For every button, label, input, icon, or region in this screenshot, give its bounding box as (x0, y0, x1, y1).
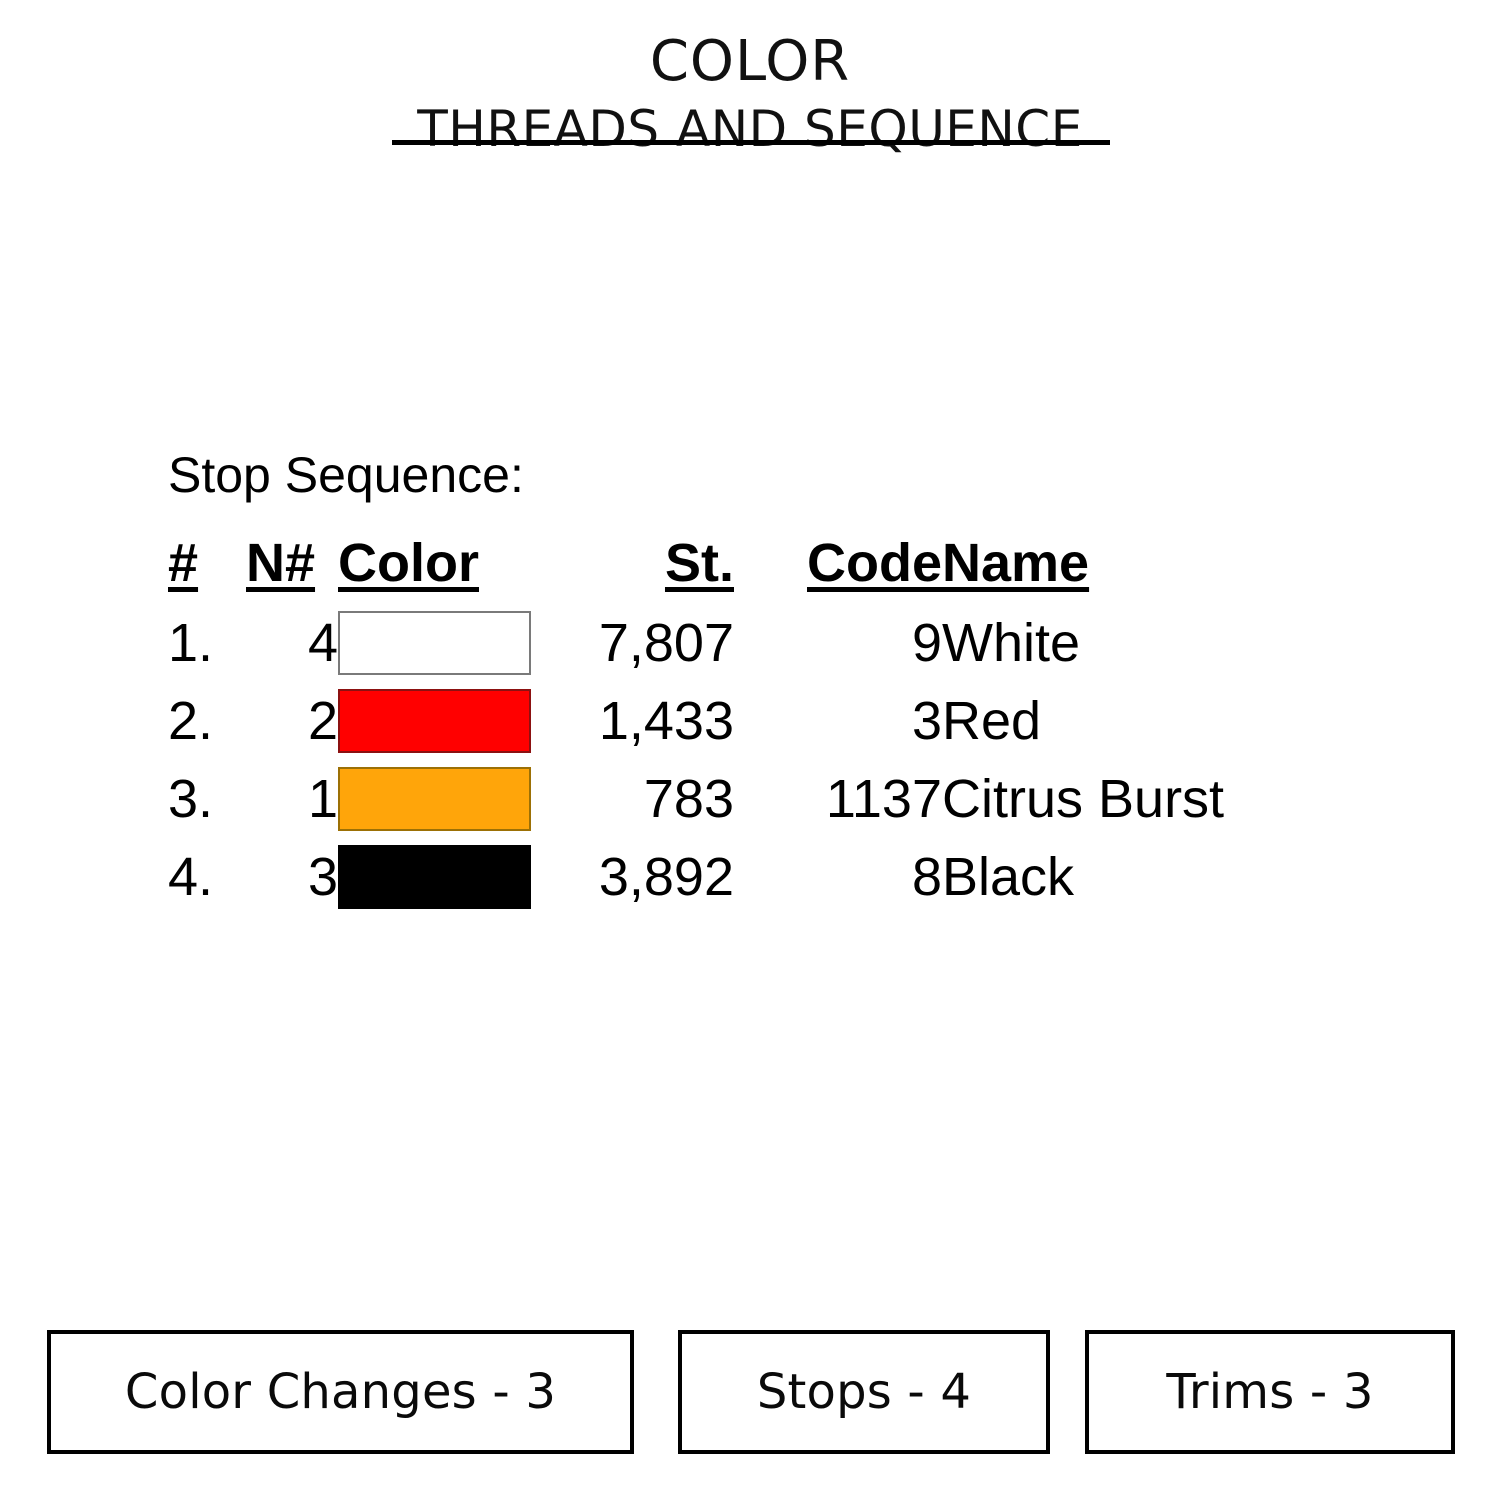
row-stitches: 783 (643, 769, 734, 829)
row-needle: 1 (307, 769, 338, 829)
stop-sequence-table: # N# Color St. Code Name 1. 4 7,807 9 Wh… (168, 536, 1224, 916)
row-stitches: 1,433 (598, 691, 734, 751)
row-stitches: 3,892 (598, 847, 734, 907)
table-header-row: # N# Color St. Code Name (168, 536, 1224, 604)
color-swatch (338, 845, 531, 909)
row-index: 4. (168, 847, 214, 907)
table-row: 3. 1 783 1137 Citrus Burst (168, 760, 1224, 838)
page-title: COLOR (649, 29, 851, 94)
summary-box-color-changes: Color Changes - 3 (47, 1330, 634, 1454)
color-swatch (338, 689, 531, 753)
summary-box-stops: Stops - 4 (678, 1330, 1050, 1454)
row-color-cell (338, 682, 544, 760)
row-index: 1. (168, 613, 214, 673)
header-divider (392, 140, 1110, 145)
table-row: 1. 4 7,807 9 White (168, 604, 1224, 682)
row-color-name: White (942, 613, 1081, 673)
page-subtitle: THREADS AND SEQUENCE (417, 100, 1083, 158)
row-code: 3 (911, 691, 942, 751)
summary-box-trims: Trims - 3 (1085, 1330, 1455, 1454)
column-header-code: Code (807, 533, 942, 593)
table-row: 2. 2 1,433 3 Red (168, 682, 1224, 760)
row-index: 3. (168, 769, 214, 829)
row-code: 8 (911, 847, 942, 907)
column-header-name: Name (942, 533, 1090, 593)
stop-sequence-label: Stop Sequence: (168, 447, 524, 503)
row-color-cell (338, 760, 544, 838)
row-needle: 3 (307, 847, 338, 907)
column-header-color: Color (338, 533, 479, 593)
row-code: 1137 (825, 769, 942, 829)
column-header-needle: N# (246, 533, 316, 593)
row-needle: 4 (307, 613, 338, 673)
row-color-name: Black (942, 847, 1075, 907)
page-header: COLOR THREADS AND SEQUENCE (0, 34, 1500, 161)
row-color-cell (338, 604, 544, 682)
row-needle: 2 (307, 691, 338, 751)
color-swatch (338, 767, 531, 831)
color-swatch (338, 611, 531, 675)
row-color-cell (338, 838, 544, 916)
row-color-name: Citrus Burst (942, 769, 1225, 829)
column-header-stitches: St. (664, 533, 734, 593)
row-code: 9 (911, 613, 942, 673)
row-stitches: 7,807 (598, 613, 734, 673)
summary-row: Color Changes - 3 Stops - 4 Trims - 3 (47, 1330, 1455, 1454)
row-index: 2. (168, 691, 214, 751)
column-header-index: # (168, 533, 199, 593)
table-row: 4. 3 3,892 8 Black (168, 838, 1224, 916)
row-color-name: Red (942, 691, 1042, 751)
stop-sequence-section: Stop Sequence: # N# Color St. Code Name … (168, 450, 1388, 916)
